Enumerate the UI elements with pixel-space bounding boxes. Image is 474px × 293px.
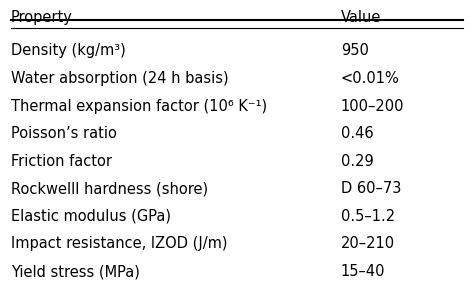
Text: Water absorption (24 h basis): Water absorption (24 h basis) [11, 71, 228, 86]
Text: Rockwelll hardness (shore): Rockwelll hardness (shore) [11, 181, 208, 196]
Text: Property: Property [11, 10, 73, 25]
Text: 0.5–1.2: 0.5–1.2 [341, 209, 395, 224]
Text: 0.46: 0.46 [341, 126, 374, 141]
Text: Poisson’s ratio: Poisson’s ratio [11, 126, 117, 141]
Text: D 60–73: D 60–73 [341, 181, 401, 196]
Text: 950: 950 [341, 43, 369, 59]
Text: 0.29: 0.29 [341, 154, 374, 169]
Text: Elastic modulus (GPa): Elastic modulus (GPa) [11, 209, 171, 224]
Text: Value: Value [341, 10, 381, 25]
Text: 100–200: 100–200 [341, 99, 404, 114]
Text: Impact resistance, IZOD (J/m): Impact resistance, IZOD (J/m) [11, 236, 228, 251]
Text: 15–40: 15–40 [341, 264, 385, 279]
Text: Yield stress (MPa): Yield stress (MPa) [11, 264, 140, 279]
Text: <0.01%: <0.01% [341, 71, 400, 86]
Text: Friction factor: Friction factor [11, 154, 112, 169]
Text: 20–210: 20–210 [341, 236, 395, 251]
Text: Thermal expansion factor (10⁶ K⁻¹): Thermal expansion factor (10⁶ K⁻¹) [11, 99, 267, 114]
Text: Density (kg/m³): Density (kg/m³) [11, 43, 126, 59]
